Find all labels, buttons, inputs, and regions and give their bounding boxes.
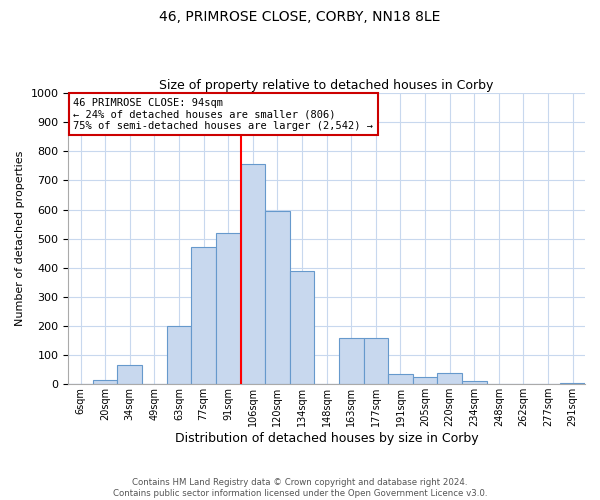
Bar	[437, 372, 462, 384]
Y-axis label: Number of detached properties: Number of detached properties	[15, 151, 25, 326]
Bar	[241, 164, 265, 384]
Bar	[462, 382, 487, 384]
Bar	[413, 377, 437, 384]
Bar	[118, 366, 142, 384]
Bar	[339, 338, 364, 384]
Text: Contains HM Land Registry data © Crown copyright and database right 2024.
Contai: Contains HM Land Registry data © Crown c…	[113, 478, 487, 498]
Bar	[93, 380, 118, 384]
Text: 46 PRIMROSE CLOSE: 94sqm
← 24% of detached houses are smaller (806)
75% of semi-: 46 PRIMROSE CLOSE: 94sqm ← 24% of detach…	[73, 98, 373, 130]
Bar	[364, 338, 388, 384]
Bar	[191, 248, 216, 384]
Bar	[560, 382, 585, 384]
Bar	[216, 233, 241, 384]
Title: Size of property relative to detached houses in Corby: Size of property relative to detached ho…	[160, 79, 494, 92]
Bar	[265, 211, 290, 384]
Text: 46, PRIMROSE CLOSE, CORBY, NN18 8LE: 46, PRIMROSE CLOSE, CORBY, NN18 8LE	[160, 10, 440, 24]
Bar	[290, 270, 314, 384]
Bar	[388, 374, 413, 384]
X-axis label: Distribution of detached houses by size in Corby: Distribution of detached houses by size …	[175, 432, 478, 445]
Bar	[167, 326, 191, 384]
